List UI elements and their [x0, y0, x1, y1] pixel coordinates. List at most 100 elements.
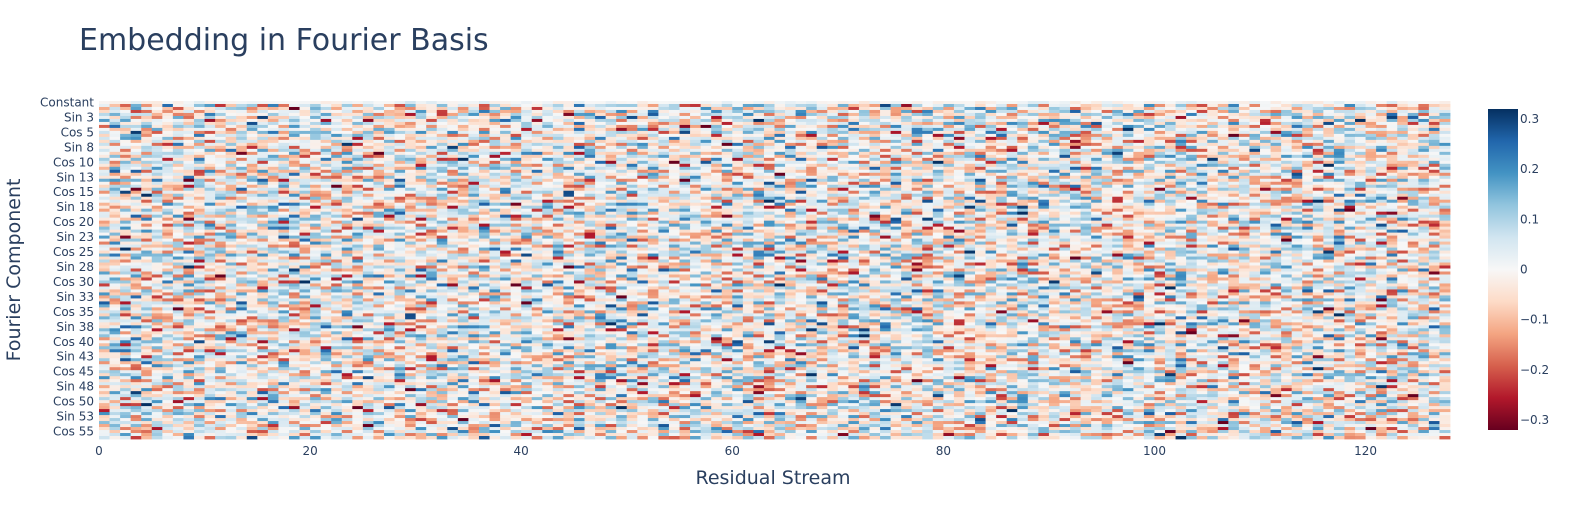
- heatmap-cell: [1376, 136, 1388, 141]
- heatmap-cell: [816, 121, 828, 126]
- heatmap-cell: [299, 103, 311, 108]
- heatmap-cell: [130, 160, 142, 165]
- heatmap-cell: [1228, 193, 1240, 198]
- heatmap-cell: [267, 172, 279, 177]
- heatmap-cell: [711, 202, 723, 207]
- heatmap-cell: [584, 196, 596, 201]
- heatmap-cell: [288, 157, 300, 162]
- heatmap-cell: [1302, 166, 1314, 171]
- heatmap-cell: [1006, 196, 1018, 201]
- heatmap-cell: [352, 112, 364, 117]
- heatmap-cell: [288, 181, 300, 186]
- heatmap-cell: [1228, 175, 1240, 180]
- heatmap-cell: [99, 172, 110, 177]
- heatmap-cell: [1091, 175, 1103, 180]
- heatmap-cell: [1165, 157, 1176, 162]
- heatmap-cell: [1376, 139, 1388, 144]
- heatmap-cell: [415, 172, 427, 177]
- heatmap-cell: [288, 139, 300, 144]
- heatmap-cell: [151, 163, 163, 168]
- heatmap-cell: [637, 160, 649, 165]
- heatmap-cell: [806, 157, 818, 162]
- heatmap-cell: [1428, 148, 1440, 153]
- heatmap-cell: [1080, 139, 1092, 144]
- heatmap-cell: [415, 118, 427, 123]
- heatmap-cell: [953, 160, 965, 165]
- heatmap-cell: [732, 112, 744, 117]
- heatmap-cell: [426, 118, 438, 123]
- heatmap-cell: [1376, 169, 1388, 174]
- heatmap-cell: [1323, 133, 1335, 138]
- heatmap-cell: [162, 151, 174, 156]
- heatmap-cell: [362, 139, 374, 144]
- heatmap-cell: [953, 187, 965, 192]
- heatmap-cell: [858, 106, 870, 111]
- heatmap-cell: [1397, 190, 1409, 195]
- heatmap-cell: [1175, 196, 1187, 201]
- heatmap-cell: [795, 211, 807, 216]
- heatmap-cell: [278, 154, 290, 159]
- heatmap-cell: [584, 127, 596, 132]
- heatmap-cell: [1228, 196, 1240, 201]
- heatmap-cell: [1048, 157, 1060, 162]
- heatmap-cell: [1080, 133, 1092, 138]
- heatmap-cell: [193, 151, 205, 156]
- heatmap-cell: [236, 163, 248, 168]
- heatmap-cell: [595, 208, 607, 213]
- heatmap-cell: [215, 115, 227, 120]
- heatmap-cell: [932, 136, 944, 141]
- heatmap-cell: [721, 169, 733, 174]
- heatmap-cell: [130, 142, 142, 147]
- heatmap-cell: [310, 118, 322, 123]
- heatmap-cell: [964, 205, 976, 210]
- heatmap-cell: [478, 154, 490, 159]
- heatmap-cell: [901, 133, 913, 138]
- heatmap-cell: [816, 151, 828, 156]
- heatmap-cell: [637, 118, 649, 123]
- heatmap-cell: [383, 205, 395, 210]
- heatmap-cell: [1291, 172, 1303, 177]
- heatmap-cell: [1122, 103, 1134, 108]
- heatmap-cell: [626, 109, 638, 114]
- heatmap-cell: [1365, 154, 1377, 159]
- heatmap-cell: [911, 205, 923, 210]
- heatmap-cell: [880, 184, 891, 189]
- heatmap-cell: [162, 109, 174, 114]
- heatmap-cell: [1302, 133, 1314, 138]
- heatmap-cell: [1038, 127, 1050, 132]
- heatmap-cell: [436, 127, 448, 132]
- heatmap-cell: [183, 163, 195, 168]
- heatmap-cell: [1418, 115, 1430, 120]
- heatmap-cell: [901, 160, 913, 165]
- heatmap-cell: [141, 130, 153, 135]
- heatmap-cell: [922, 208, 934, 213]
- heatmap-cell: [1355, 157, 1366, 162]
- heatmap-cell: [468, 118, 480, 123]
- heatmap-cell: [1249, 184, 1261, 189]
- heatmap-cell: [1407, 205, 1419, 210]
- heatmap-cell: [848, 196, 860, 201]
- heatmap-cell: [721, 106, 733, 111]
- heatmap-cell: [1344, 101, 1356, 105]
- heatmap-cell: [447, 211, 459, 216]
- heatmap-cell: [573, 163, 585, 168]
- heatmap-cell: [890, 112, 902, 117]
- heatmap-cell: [1386, 199, 1398, 204]
- heatmap-cell: [1439, 208, 1451, 213]
- heatmap-cell: [162, 118, 174, 123]
- heatmap-cell: [489, 121, 501, 126]
- heatmap-cell: [975, 184, 986, 189]
- heatmap-cell: [848, 106, 860, 111]
- heatmap-cell: [1101, 154, 1113, 159]
- heatmap-cell: [299, 109, 311, 114]
- heatmap-cell: [1217, 199, 1229, 204]
- heatmap-cell: [985, 112, 997, 117]
- heatmap-cell: [1143, 175, 1155, 180]
- heatmap-cell: [595, 172, 607, 177]
- heatmap-cell: [690, 172, 702, 177]
- heatmap-cell: [1365, 214, 1377, 219]
- heatmap-cell: [1281, 112, 1293, 117]
- heatmap-cell: [489, 127, 501, 132]
- heatmap-cell: [341, 202, 353, 207]
- heatmap-cell: [637, 115, 649, 120]
